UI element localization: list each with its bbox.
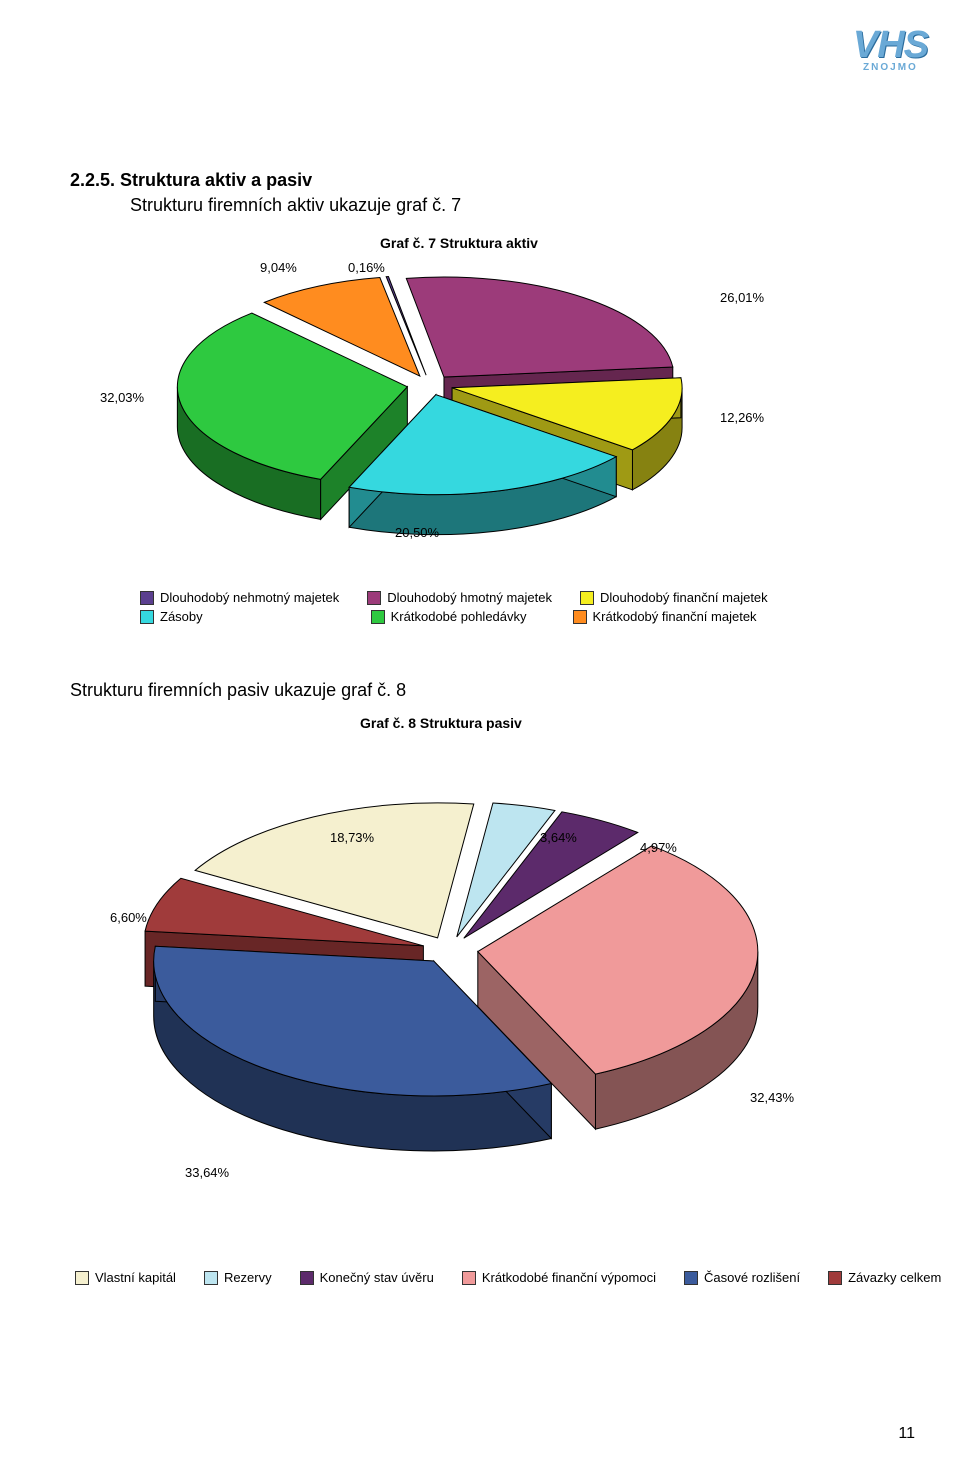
percent-label: 26,01% xyxy=(720,290,764,305)
legend-label: Konečný stav úvěru xyxy=(320,1270,434,1285)
legend-item: Dlouhodobý nehmotný majetek xyxy=(140,590,339,605)
swatch xyxy=(580,591,594,605)
chart2-legend: Vlastní kapitál Rezervy Konečný stav úvě… xyxy=(75,1270,941,1289)
legend-item: Vlastní kapitál xyxy=(75,1270,176,1285)
logo-sub: ZNOJMO xyxy=(853,62,928,73)
intro-1: Strukturu firemních aktiv ukazuje graf č… xyxy=(130,195,461,216)
swatch xyxy=(684,1271,698,1285)
swatch xyxy=(300,1271,314,1285)
percent-label: 6,60% xyxy=(110,910,147,925)
percent-label: 32,43% xyxy=(750,1090,794,1105)
swatch xyxy=(462,1271,476,1285)
percent-label: 32,03% xyxy=(100,390,144,405)
legend-item: Dlouhodobý hmotný majetek xyxy=(367,590,552,605)
legend-item: Časové rozlišení xyxy=(684,1270,800,1285)
swatch xyxy=(828,1271,842,1285)
chart1-title: Graf č. 7 Struktura aktiv xyxy=(380,235,538,251)
chart1-pie xyxy=(100,255,780,565)
legend-label: Závazky celkem xyxy=(848,1270,941,1285)
legend-item: Krátkodobý finanční majetek xyxy=(573,609,757,624)
percent-label: 20,50% xyxy=(395,525,439,540)
swatch xyxy=(75,1271,89,1285)
swatch xyxy=(204,1271,218,1285)
chart1-legend: Dlouhodobý nehmotný majetek Dlouhodobý h… xyxy=(140,590,768,628)
page: VHS ZNOJMO 2.2.5. Struktura aktiv a pasi… xyxy=(0,0,960,1473)
swatch xyxy=(573,610,587,624)
legend-label: Časové rozlišení xyxy=(704,1270,800,1285)
chart2-title: Graf č. 8 Struktura pasiv xyxy=(360,715,522,731)
percent-label: 12,26% xyxy=(720,410,764,425)
legend-item: Krátkodobé finanční výpomoci xyxy=(462,1270,656,1285)
legend-label: Dlouhodobý nehmotný majetek xyxy=(160,590,339,605)
legend-item: Závazky celkem xyxy=(828,1270,941,1285)
swatch xyxy=(367,591,381,605)
legend-label: Dlouhodobý finanční majetek xyxy=(600,590,768,605)
legend-label: Krátkodobé pohledávky xyxy=(391,609,527,624)
legend-item: Krátkodobé pohledávky xyxy=(371,609,527,624)
legend-item: Rezervy xyxy=(204,1270,272,1285)
legend-label: Rezervy xyxy=(224,1270,272,1285)
legend-label: Krátkodobé finanční výpomoci xyxy=(482,1270,656,1285)
page-number: 11 xyxy=(898,1425,915,1443)
percent-label: 18,73% xyxy=(330,830,374,845)
swatch xyxy=(371,610,385,624)
legend-item: Zásoby xyxy=(140,609,203,624)
legend-label: Vlastní kapitál xyxy=(95,1270,176,1285)
logo: VHS ZNOJMO xyxy=(853,28,928,73)
legend-item: Konečný stav úvěru xyxy=(300,1270,434,1285)
legend-label: Zásoby xyxy=(160,609,203,624)
section-title: 2.2.5. Struktura aktiv a pasiv xyxy=(70,170,312,191)
legend-label: Dlouhodobý hmotný majetek xyxy=(387,590,552,605)
percent-label: 3,64% xyxy=(540,830,577,845)
percent-label: 4,97% xyxy=(640,840,677,855)
swatch xyxy=(140,591,154,605)
percent-label: 9,04% xyxy=(260,260,297,275)
intro-2: Strukturu firemních pasiv ukazuje graf č… xyxy=(70,680,406,701)
swatch xyxy=(140,610,154,624)
percent-label: 33,64% xyxy=(185,1165,229,1180)
logo-main: VHS xyxy=(853,28,928,62)
legend-item: Dlouhodobý finanční majetek xyxy=(580,590,768,605)
percent-label: 0,16% xyxy=(348,260,385,275)
legend-label: Krátkodobý finanční majetek xyxy=(593,609,757,624)
chart2-pie xyxy=(100,780,820,1200)
